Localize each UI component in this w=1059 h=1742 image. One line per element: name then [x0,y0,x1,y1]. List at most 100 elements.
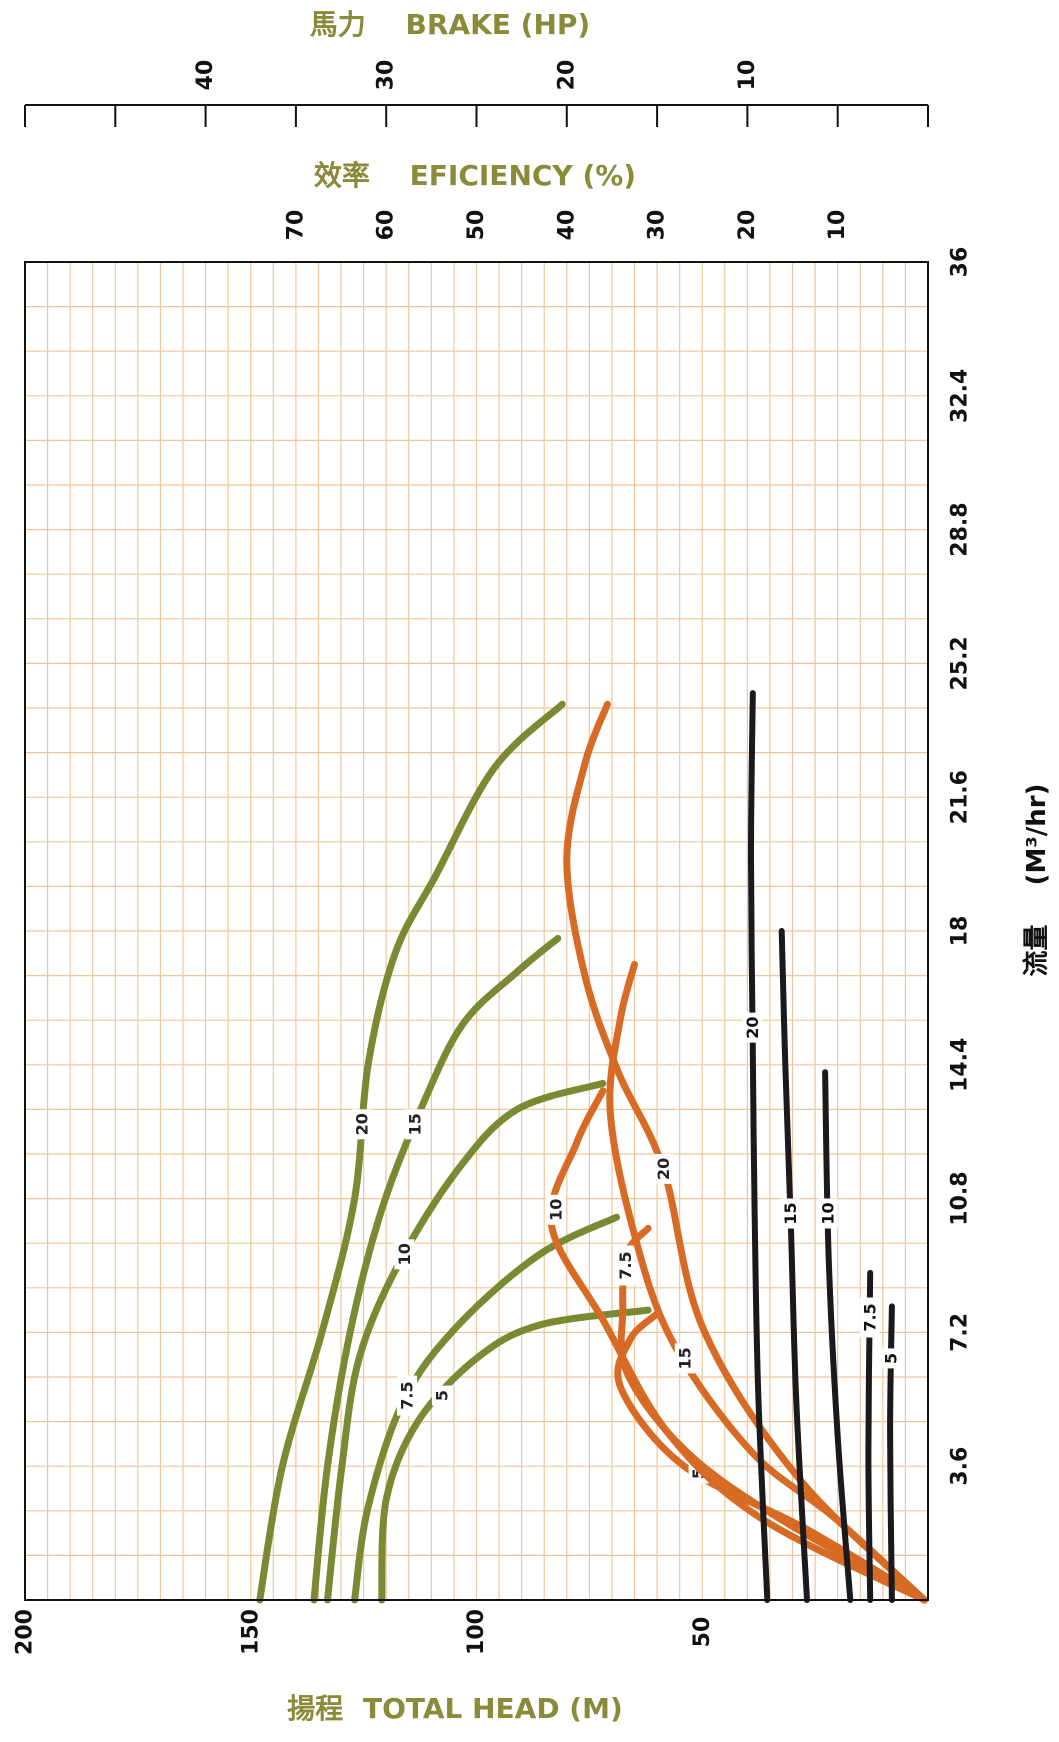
curve-label-bg [674,1343,695,1374]
head-curve-20 [256,700,566,1604]
flow-tick-label: 18 [948,916,973,947]
brake-tick-label: 10 [735,60,760,91]
brake-tick-label: 20 [554,60,579,91]
efficiency-curve-5 [614,1310,928,1604]
flow-title-cn: 流量 [1022,924,1052,976]
brake-axis-title: 馬力 BRAKE (HP) [310,8,590,41]
brake-title-cn: 馬力 [310,8,366,41]
brake-curve-label-5: 5 [881,1348,902,1369]
head-tick-label: 50 [690,1617,715,1648]
head-title-en: TOTAL HEAD (M) [363,1692,623,1725]
curve-label-text: 5 [882,1353,901,1364]
svg-text:流量 (M³/hr): 流量 (M³/hr) [1022,784,1052,977]
curves: 5 7.5 10 15 20 5 7.5 10 15 20 5 7.5 10 15 20 [256,690,928,1604]
curve-label-bg [397,1375,417,1416]
efficiency-tick-label: 70 [283,210,308,241]
svg-text:揚程 TOTAL HEAD (M): 揚程 TOTAL HEAD (M) [287,1692,623,1725]
curve-label-text: 15 [675,1347,694,1369]
efficiency-tick-label: 20 [735,210,760,241]
curve-label-text: 7.5 [616,1251,635,1279]
head-curve-10 [324,1079,607,1604]
curve-label-bg [653,1153,674,1184]
brake-curve-20 [747,690,771,1603]
efficiency-curve-label-10: 10 [546,1194,566,1225]
head-curve-5 [378,1306,652,1604]
flow-axis-title: 流量 (M³/hr) [1022,784,1052,977]
plot-border [24,261,929,1601]
brake-curve-5 [887,1303,895,1603]
grid [24,261,929,1601]
brake-tick-label: 40 [193,60,218,91]
curve-label-text: 7.5 [860,1303,879,1331]
curve-label-bg [432,1385,452,1406]
svg-text:馬力 BRAKE (HP): 馬力 BRAKE (HP) [310,8,590,41]
curve-label-text: 10 [547,1199,566,1221]
brake-title-en: BRAKE (HP) [406,8,591,41]
head-curve-label-5: 5 [432,1385,452,1406]
efficiency-tick-label: 10 [825,210,850,241]
axes-frame [24,104,929,1601]
svg-text:效率 EFICIENCY (%): 效率 EFICIENCY (%) [314,159,636,192]
brake-curve-label-20: 20 [742,1012,763,1043]
flow-tick-label: 3.6 [948,1447,973,1486]
flow-tick-label: 10.8 [948,1171,973,1225]
curve-label-bg [742,1012,763,1043]
head-curve-label-7.5: 7.5 [397,1375,417,1416]
curve-label-bg [405,1109,426,1140]
curve-label-text: 10 [818,1202,837,1224]
head-curve-7.5 [351,1213,620,1604]
head-curve-label-10: 10 [394,1239,415,1270]
curve-label-bg [881,1348,902,1369]
curve-label-bg [615,1245,636,1286]
curve-label-text: 5 [689,1468,708,1479]
curve-label-text: 10 [395,1243,414,1265]
head-tick-label: 100 [464,1609,489,1655]
curve-label-text: 20 [743,1016,762,1038]
efficiency-curve-20 [563,700,928,1604]
brake-curve-label-10: 10 [817,1198,838,1229]
brake-curve-label-15: 15 [780,1198,801,1229]
head-tick-label: 150 [238,1609,263,1655]
tick-labels: 50 100 150 200 3.6 7.2 10.8 14.4 18 21.6 25.2 28.8 3… [13,60,973,1655]
flow-tick-label: 7.2 [948,1313,973,1352]
efficiency-axis-title: 效率 EFICIENCY (%) [314,159,636,192]
efficiency-curve-label-7.5: 7.5 [615,1245,636,1286]
efficiency-title-cn: 效率 [314,159,370,192]
flow-tick-label: 25.2 [948,636,973,690]
efficiency-tick-label: 60 [374,210,399,241]
head-title-cn: 揚程 [287,1692,343,1725]
flow-tick-label: 36 [948,247,973,278]
curve-label-text: 15 [406,1113,425,1135]
brake-curve-label-7.5: 7.5 [859,1297,880,1338]
brake-curve-15 [778,928,810,1603]
curve-label-bg [817,1198,838,1229]
efficiency-title-en: EFICIENCY (%) [410,159,636,192]
efficiency-curve-10 [547,1087,928,1604]
flow-title-en: (M³/hr) [1022,784,1052,886]
flow-tick-label: 32.4 [948,369,973,423]
head-curve-label-20: 20 [352,1109,373,1140]
curve-label-bg [859,1297,880,1338]
head-tick-label: 200 [13,1609,38,1655]
efficiency-tick-label: 40 [554,210,579,241]
flow-tick-label: 21.6 [948,770,973,824]
brake-curve-10 [822,1069,854,1603]
efficiency-curve-label-20: 20 [653,1153,674,1184]
flow-tick-label: 14.4 [948,1038,973,1092]
curve-label-bg [546,1194,566,1225]
curve-label-bg [394,1239,415,1270]
head-curve-15 [310,934,562,1604]
curve-label-text: 15 [781,1202,800,1224]
head-axis-title: 揚程 TOTAL HEAD (M) [287,1692,623,1725]
curve-label-bg [352,1109,373,1140]
efficiency-tick-label: 50 [464,210,489,241]
curve-label-text: 20 [353,1113,372,1135]
efficiency-tick-label: 30 [645,210,670,241]
efficiency-curve-label-15: 15 [674,1343,695,1374]
curve-label-text: 20 [654,1158,673,1180]
flow-tick-label: 28.8 [948,502,973,556]
head-curve-label-15: 15 [405,1109,426,1140]
efficiency-curve-7.5 [617,1224,928,1604]
curve-label-bg [780,1198,801,1229]
